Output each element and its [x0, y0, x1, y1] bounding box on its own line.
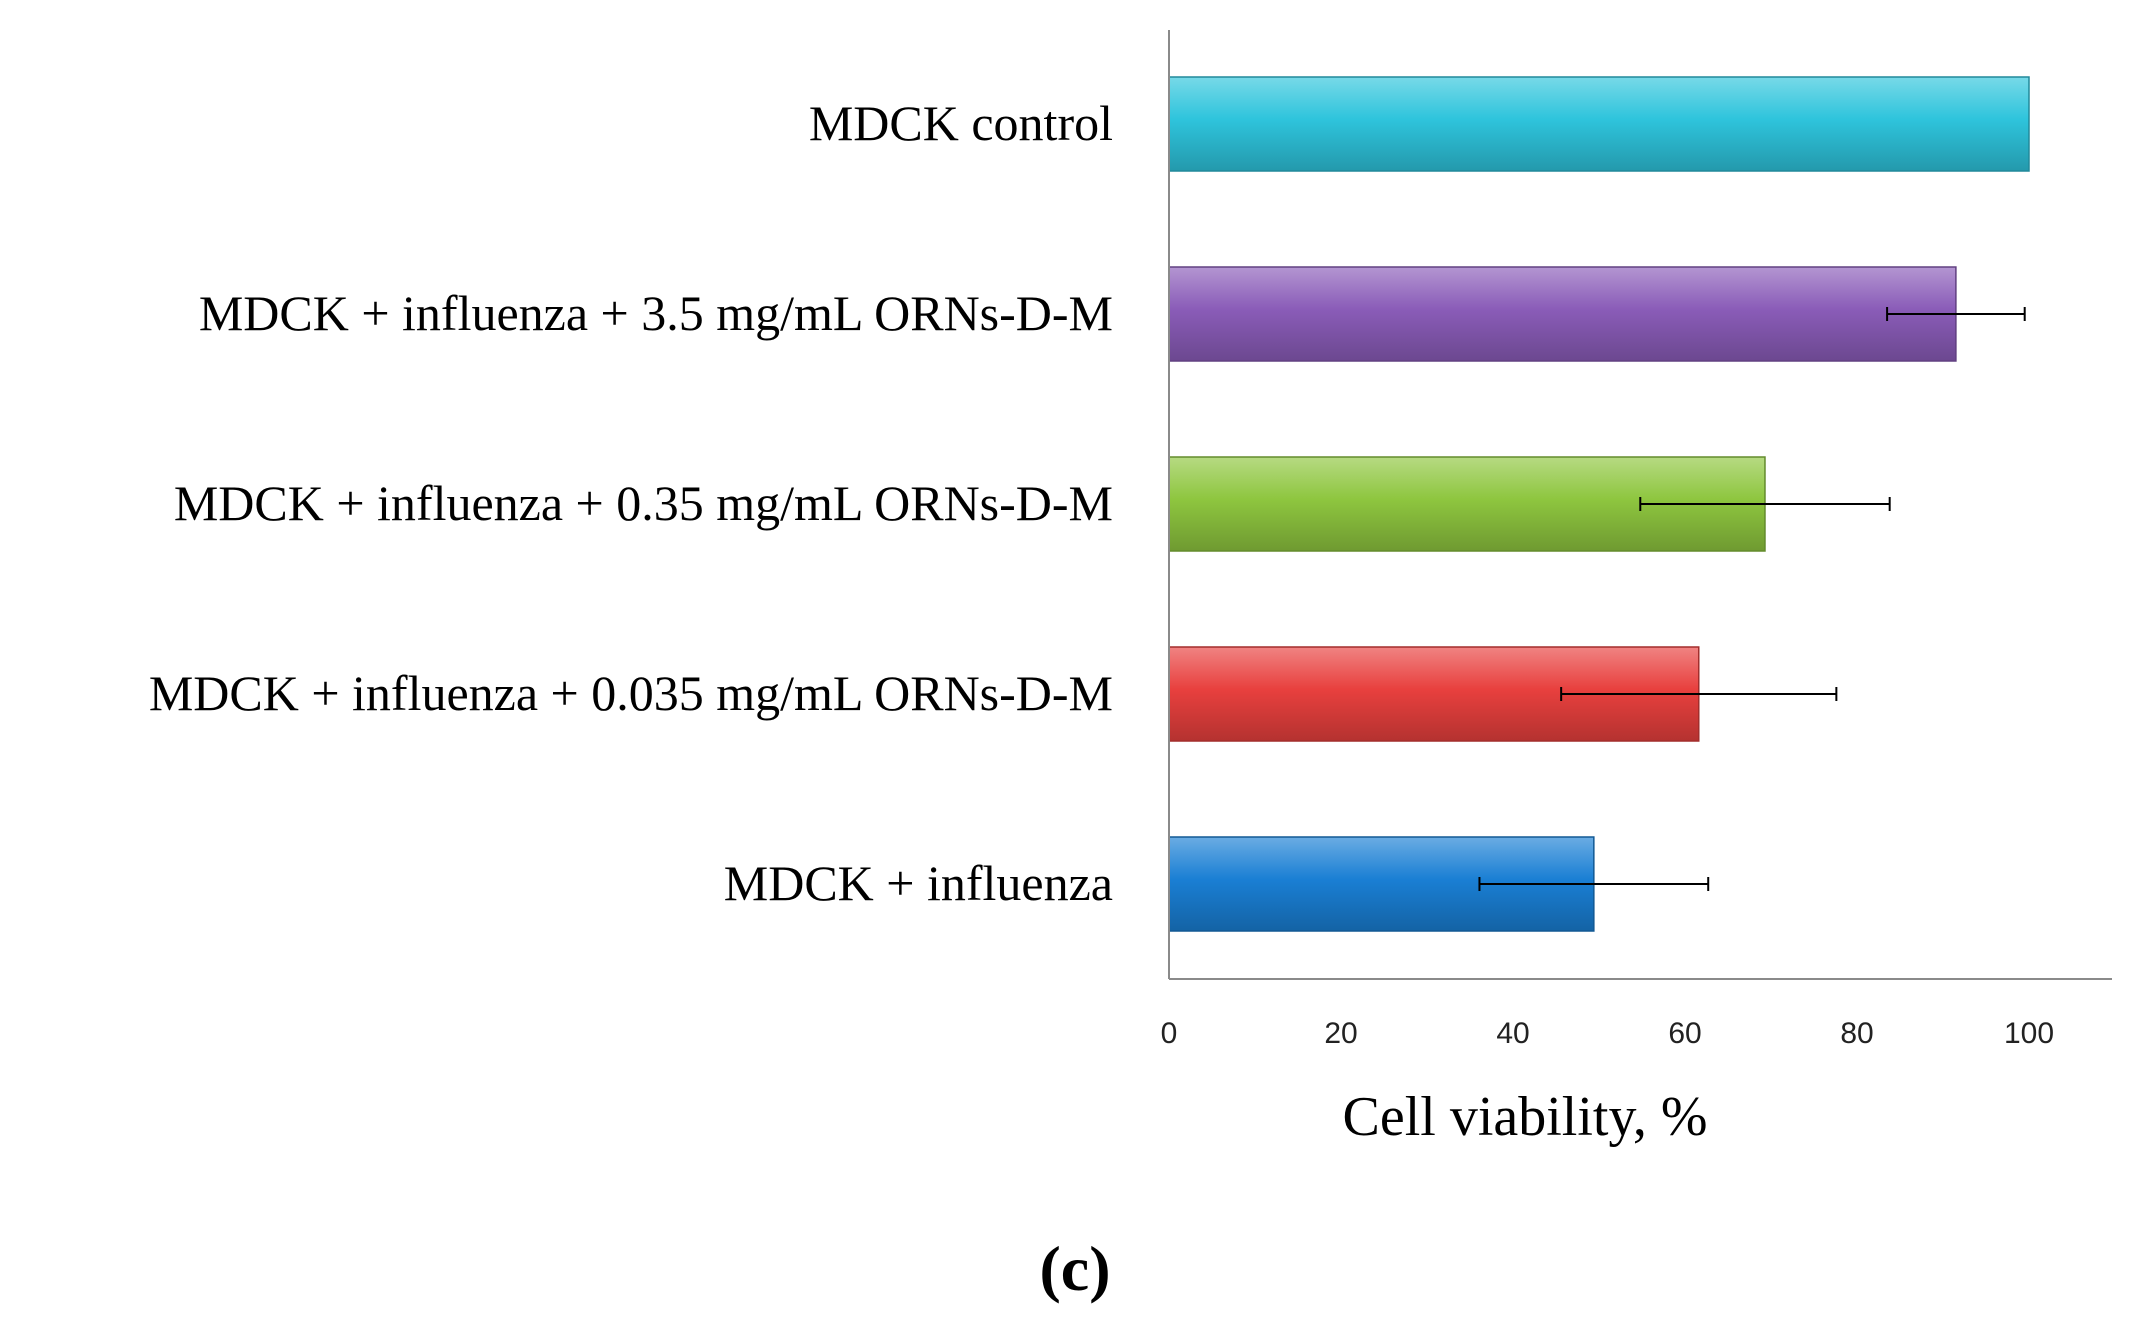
x-tick-label-2: 40 — [1496, 1017, 1529, 1050]
x-tick-label-0: 0 — [1161, 1017, 1178, 1050]
error-bars-layer — [1478, 307, 2026, 891]
bars-layer — [1168, 76, 2030, 932]
bar-0 — [1168, 76, 2030, 172]
category-label-1: MDCK + influenza + 3.5 mg/mL ORNs-D-M — [199, 285, 1113, 341]
category-label-3: MDCK + influenza + 0.035 mg/mL ORNs-D-M — [149, 665, 1113, 721]
bar-1 — [1168, 266, 1957, 362]
category-label-2: MDCK + influenza + 0.35 mg/mL ORNs-D-M — [174, 475, 1113, 531]
category-label-4: MDCK + influenza — [724, 855, 1113, 911]
axes-layer — [1168, 30, 2112, 980]
x-tick-label-1: 20 — [1324, 1017, 1357, 1050]
x-tick-labels-layer: 0 20 40 60 80 100 — [1161, 1017, 2054, 1050]
x-tick-label-4: 80 — [1840, 1017, 1873, 1050]
category-label-0: MDCK control — [809, 95, 1113, 151]
x-tick-label-5: 100 — [2004, 1017, 2054, 1050]
category-labels-layer: MDCK control MDCK + influenza + 3.5 mg/mL… — [149, 95, 1113, 911]
x-tick-label-3: 60 — [1668, 1017, 1701, 1050]
x-axis-title: Cell viability, % — [1343, 1086, 1708, 1148]
panel-label: (c) — [1039, 1233, 1110, 1304]
